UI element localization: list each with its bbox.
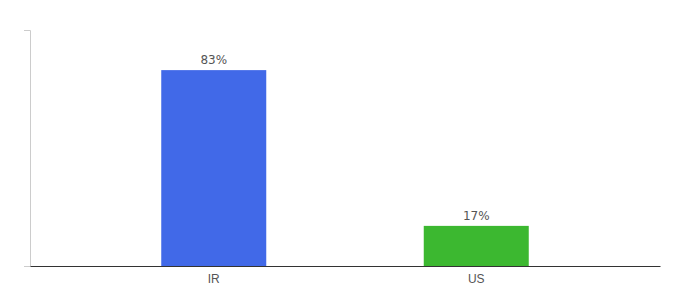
y-axis (24, 31, 31, 267)
chart-svg: IR US 83% 17% (0, 0, 680, 300)
x-axis-line (31, 266, 661, 267)
chart-container: IR US 83% 17% (0, 0, 680, 300)
x-tick-label: US (468, 272, 485, 286)
x-tick-label: IR (208, 272, 220, 286)
x-tick: US (468, 272, 485, 286)
data-label: 83% (200, 53, 227, 67)
data-label: 17% (463, 209, 490, 223)
x-axis: IR US (31, 267, 661, 286)
bar (161, 70, 266, 266)
y-axis-line (24, 31, 31, 267)
plot: IR US 83% 17% (24, 31, 661, 286)
data-labels: 83% 17% (200, 53, 489, 223)
x-tick: IR (208, 272, 220, 286)
bar (424, 226, 529, 266)
bars (161, 70, 529, 266)
